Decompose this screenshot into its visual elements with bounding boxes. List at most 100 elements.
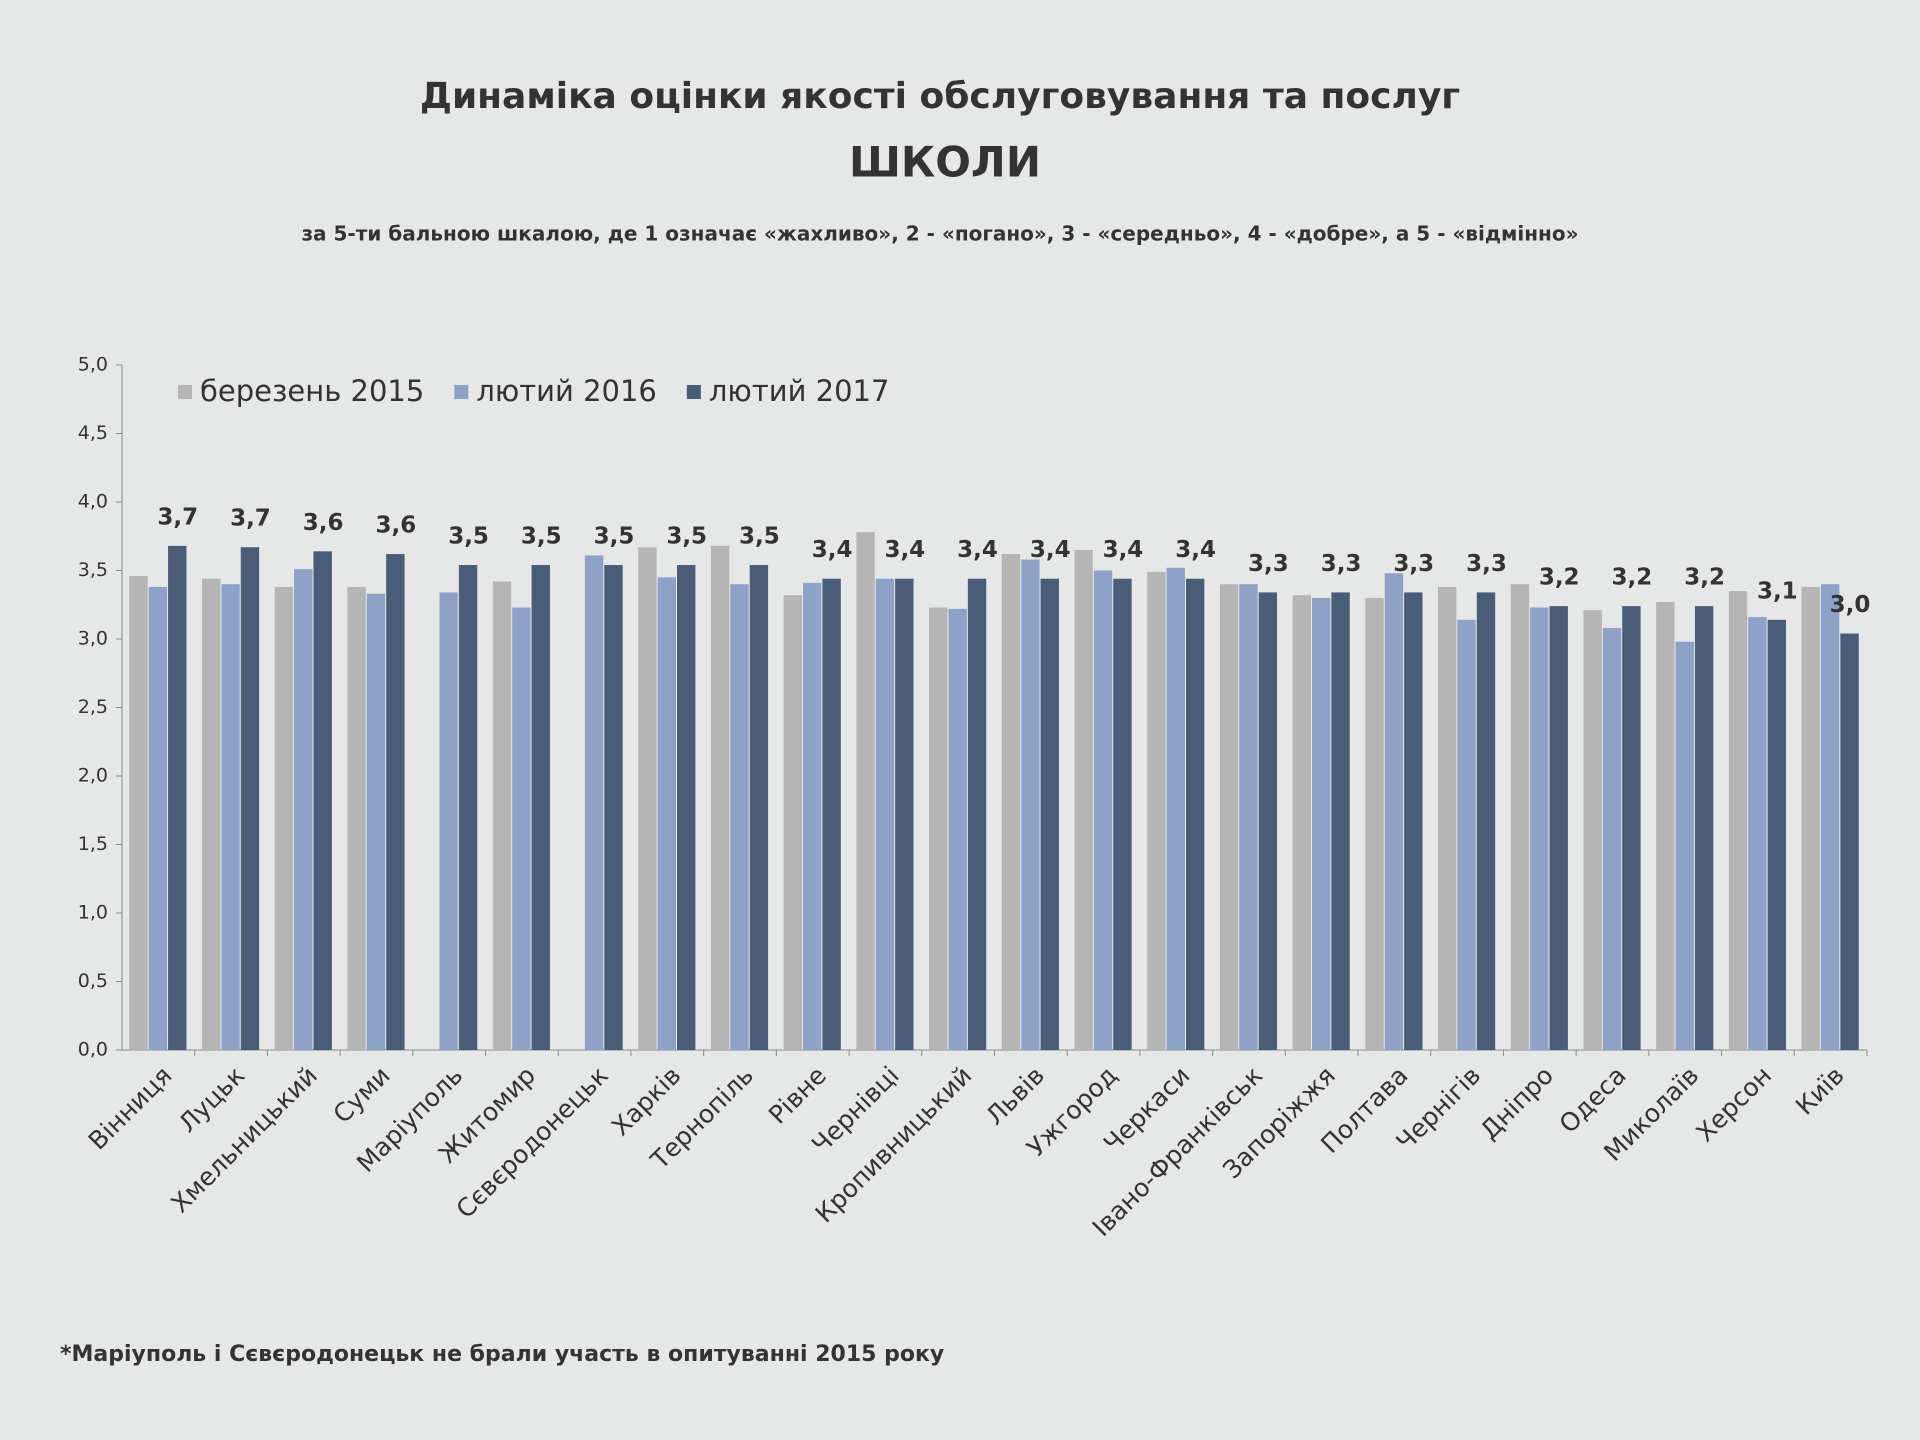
bar (967, 578, 987, 1050)
bar (1219, 584, 1239, 1050)
value-label: 3,6 (303, 510, 344, 536)
legend-label: березень 2015 (200, 374, 424, 408)
legend-swatch (686, 385, 701, 399)
legend-label: лютий 2017 (709, 374, 890, 408)
value-label: 3,2 (1539, 565, 1580, 591)
bar (347, 586, 366, 1050)
bar (929, 607, 948, 1050)
legend-swatch (178, 385, 192, 399)
y-tick-label: 0,5 (78, 970, 108, 992)
bar (1040, 578, 1059, 1050)
bar (1113, 578, 1132, 1050)
scale-note: за 5-ти бальною шкалою, де 1 означає «жа… (301, 222, 1578, 246)
bar (1549, 606, 1568, 1050)
y-tick-label: 4,0 (78, 491, 108, 513)
value-label: 3,5 (666, 524, 707, 550)
bar (1510, 584, 1530, 1050)
bar (1021, 559, 1040, 1050)
value-label: 3,4 (884, 537, 925, 563)
bar (168, 545, 187, 1050)
value-label: 3,6 (375, 513, 416, 539)
bar (294, 569, 313, 1050)
value-label: 3,3 (1321, 551, 1362, 577)
value-label: 3,3 (1393, 551, 1434, 577)
bar (240, 547, 260, 1050)
bar (875, 578, 895, 1050)
bar (1728, 591, 1748, 1050)
value-label: 3,4 (957, 537, 998, 563)
y-tick-label: 1,0 (78, 902, 108, 924)
bar (531, 565, 550, 1050)
value-label: 3,4 (812, 537, 853, 563)
value-label: 3,7 (157, 504, 198, 530)
value-label: 3,2 (1684, 565, 1725, 591)
bar (1583, 610, 1602, 1050)
value-label: 3,4 (1030, 537, 1071, 563)
bar (1767, 619, 1787, 1050)
value-label: 3,1 (1757, 578, 1798, 604)
y-tick-label: 5,0 (78, 354, 108, 376)
bar (1185, 578, 1205, 1050)
value-label: 3,7 (230, 506, 271, 532)
bar (584, 555, 604, 1050)
bar (822, 578, 841, 1050)
bar (604, 565, 623, 1050)
value-label: 3,5 (448, 524, 489, 550)
y-tick-label: 2,5 (78, 696, 108, 718)
value-label: 3,2 (1612, 565, 1653, 591)
bar (638, 547, 657, 1050)
bar (1457, 619, 1476, 1050)
y-tick-label: 3,5 (78, 559, 108, 581)
value-label: 3,5 (739, 524, 780, 550)
bar (439, 592, 458, 1050)
bar (492, 581, 512, 1050)
bar (749, 565, 769, 1050)
bar (1675, 641, 1694, 1050)
bar (148, 586, 168, 1050)
bar (1801, 586, 1820, 1050)
value-label: 3,3 (1248, 551, 1289, 577)
y-tick-label: 3,0 (78, 628, 108, 650)
bar (458, 565, 478, 1050)
bar (1311, 597, 1331, 1050)
bar (1694, 606, 1714, 1050)
bar (512, 607, 531, 1050)
bar (1820, 584, 1840, 1050)
legend-swatch (454, 385, 469, 399)
bar (1476, 592, 1496, 1050)
bar (201, 578, 221, 1050)
bar (1258, 592, 1278, 1050)
footnote: *Маріуполь і Сєвєродонецьк не брали учас… (60, 1342, 944, 1367)
bar (1074, 549, 1093, 1050)
bar (1404, 592, 1423, 1050)
bar (1365, 597, 1384, 1050)
bar (313, 551, 332, 1050)
chart-subtitle: ШКОЛИ (849, 138, 1041, 187)
bar (1748, 617, 1767, 1050)
y-tick-label: 2,0 (78, 765, 108, 787)
bar (1001, 554, 1021, 1050)
bar (274, 586, 294, 1050)
bar (1239, 584, 1258, 1050)
bar (386, 554, 405, 1050)
bar (1331, 592, 1350, 1050)
value-label: 3,0 (1830, 592, 1871, 618)
bar (1602, 628, 1622, 1050)
bar (1622, 606, 1641, 1050)
bar (657, 577, 677, 1050)
value-label: 3,3 (1466, 551, 1507, 577)
bar (803, 582, 822, 1050)
bar (1438, 586, 1457, 1050)
bar (129, 575, 148, 1050)
bar (1166, 567, 1185, 1050)
bar (1384, 573, 1404, 1050)
bar (948, 608, 967, 1050)
y-tick-label: 0,0 (78, 1039, 108, 1061)
bar (1292, 595, 1311, 1050)
bar (783, 595, 803, 1050)
value-label: 3,5 (594, 524, 635, 550)
bar (856, 532, 875, 1050)
y-tick-label: 4,5 (78, 422, 108, 444)
bar (1093, 570, 1113, 1050)
bar (895, 578, 914, 1050)
